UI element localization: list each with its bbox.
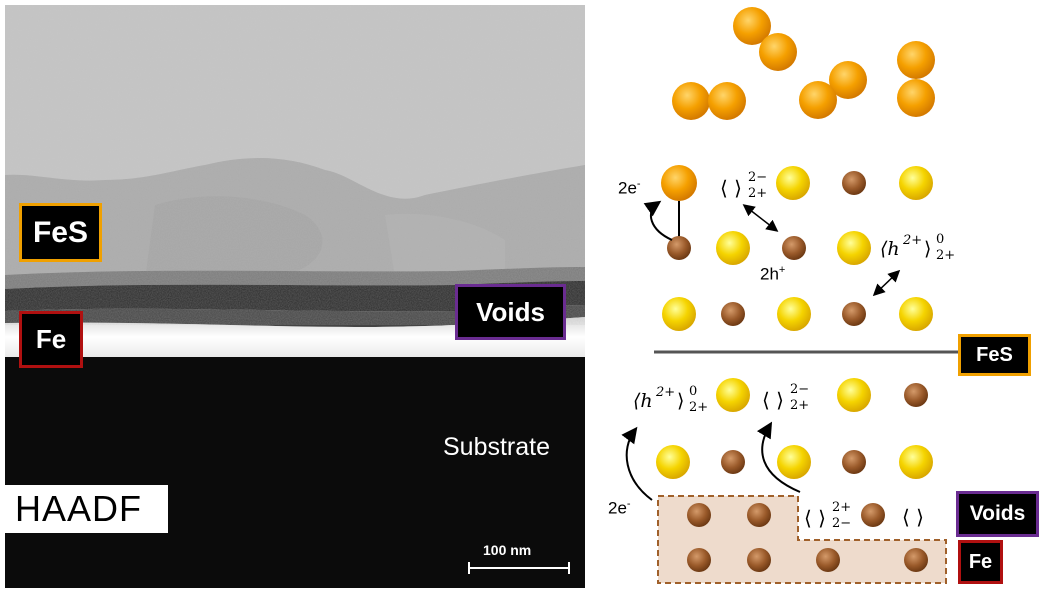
- holes-label: 2h+: [760, 264, 786, 284]
- iron-atom: [782, 236, 806, 260]
- scalebar-label: 100 nm: [483, 542, 532, 558]
- iron-atom: [667, 236, 691, 260]
- s2-molecules: [672, 7, 935, 120]
- sulfur-atom: [899, 166, 933, 200]
- fes-label: FeS: [19, 203, 102, 262]
- iron-atom: [721, 302, 745, 326]
- iron-atom: [747, 503, 771, 527]
- gas-sulfur-atom: [708, 82, 746, 120]
- electrons-top-label: 2e-: [618, 178, 641, 198]
- sulfur-atom: [662, 297, 696, 331]
- voids-tag: Voids: [956, 491, 1039, 537]
- substrate-label: Substrate: [443, 433, 551, 461]
- iron-atom: [904, 548, 928, 572]
- iron-atom: [842, 302, 866, 326]
- surface-sulfur-atom: [661, 165, 697, 201]
- gas-sulfur-atom: [759, 33, 797, 71]
- sulfur-atom: [837, 378, 871, 412]
- iron-atom: [816, 548, 840, 572]
- iron-atom: [721, 450, 745, 474]
- vacancy-arrow: [756, 421, 801, 493]
- haadf-label: HAADF: [5, 485, 168, 533]
- scalebar: [468, 562, 570, 574]
- iron-atom: [861, 503, 885, 527]
- electrons-bottom-label: 2e-: [608, 498, 631, 518]
- iron-atom: [747, 548, 771, 572]
- iron-vacancy-label: ⟨ ⟩ 2+ 2−: [804, 500, 852, 531]
- sulfur-atom: [716, 378, 750, 412]
- sulfur-atom: [777, 445, 811, 479]
- iron-atom: [687, 503, 711, 527]
- gas-sulfur-atom: [897, 79, 935, 117]
- exchange-arrow: [872, 269, 901, 297]
- sulfur-atom: [837, 231, 871, 265]
- exchange-arrow: [742, 204, 779, 232]
- iron-atom: [687, 548, 711, 572]
- micrograph-image: [5, 5, 585, 588]
- defect-schematic: 2e- 2e- 2h+ ⟨ ⟩ 2− 2+ ⟨h 2+ ⟩ 0 2+ ⟨h 2+…: [590, 0, 1049, 600]
- gas-sulfur-atom: [799, 81, 837, 119]
- gas-sulfur-atom: [829, 61, 867, 99]
- gas-sulfur-atom: [672, 82, 710, 120]
- sulfur-atom: [716, 231, 750, 265]
- fe-tag: Fe: [958, 540, 1003, 584]
- sulfur-atom: [899, 297, 933, 331]
- gas-sulfur-atom: [733, 7, 771, 45]
- iron-atom: [904, 383, 928, 407]
- hole-defect-label: ⟨h 2+ ⟩ 0 2+: [880, 232, 956, 263]
- electron-arrow: [643, 200, 673, 241]
- haadf-micrograph: FeS Fe Voids Substrate HAADF 100 nm: [5, 5, 585, 588]
- hole-defect-label-lower: ⟨h 2+ ⟩ 0 2+: [633, 384, 709, 415]
- void-label: ⟨ ⟩: [902, 505, 924, 529]
- sulfur-vacancy-label: ⟨ ⟩ 2− 2+: [720, 170, 768, 201]
- fe-side-lattice: [656, 378, 933, 572]
- fes-tag: FeS: [958, 334, 1031, 376]
- sulfur-atom: [899, 445, 933, 479]
- voids-label: Voids: [455, 284, 566, 340]
- fes-lattice: [661, 165, 933, 331]
- iron-atom: [842, 171, 866, 195]
- sulfur-atom: [776, 166, 810, 200]
- fe-metal-region: [657, 495, 947, 584]
- schematic-diagram: [621, 7, 958, 584]
- sulfur-atom: [777, 297, 811, 331]
- sulfur-atom: [656, 445, 690, 479]
- fe-label: Fe: [19, 311, 83, 368]
- gas-sulfur-atom: [897, 41, 935, 79]
- iron-atom: [842, 450, 866, 474]
- sulfur-vacancy-label-lower: ⟨ ⟩ 2− 2+: [762, 382, 810, 413]
- electron-arrow: [621, 426, 653, 501]
